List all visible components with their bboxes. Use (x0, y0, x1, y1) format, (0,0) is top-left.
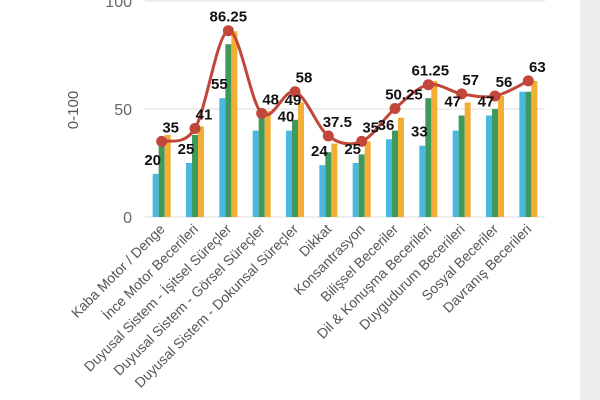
data-label-low-10: 47 (478, 93, 495, 110)
bar-s1-7 (386, 139, 392, 217)
data-label-top-5: 37.5 (323, 114, 352, 131)
bar-s2-8 (425, 98, 432, 217)
bar-s2-7 (392, 130, 398, 217)
bar-s1-10 (486, 115, 492, 217)
bar-s3-2 (231, 31, 238, 217)
data-label-low-5: 24 (311, 143, 328, 160)
bar-s2-0 (158, 143, 165, 217)
bar-s2-9 (458, 115, 465, 217)
y-axis-title: 0-100 (65, 91, 82, 129)
bar-s3-0 (164, 134, 171, 217)
bar-s3-9 (464, 102, 471, 217)
average-point-10 (489, 90, 501, 102)
data-label-low-2: 55 (211, 76, 228, 93)
data-label-low-1: 25 (178, 141, 195, 158)
bar-s3-3 (264, 111, 271, 217)
data-label-mid-4: 49 (285, 92, 302, 109)
y-tick-label-100: 100 (105, 0, 132, 11)
bar-s3-7 (398, 117, 404, 217)
data-label-top-11: 63 (529, 59, 546, 76)
data-label-top-8: 61.25 (412, 63, 450, 80)
bar-s3-11 (531, 80, 538, 217)
data-label-top-0: 35 (162, 119, 179, 136)
data-label-top-4: 58 (296, 70, 313, 87)
data-label-top-2: 86.25 (210, 9, 248, 26)
bar-s2-2 (225, 44, 232, 218)
x-category-label-2: Duyusal Sistem - İşitsel Süreçler (80, 220, 235, 375)
bar-s2-4 (292, 119, 298, 217)
bar-s2-6 (358, 154, 365, 217)
data-label-top-6: 35 (362, 119, 379, 136)
average-point-8 (422, 79, 434, 91)
average-point-9 (456, 88, 468, 100)
average-point-6 (356, 135, 368, 147)
average-point-4 (289, 86, 301, 98)
data-label-top-7: 50.25 (385, 86, 423, 103)
data-label-low-9: 47 (444, 93, 461, 110)
data-label-top-10: 56 (496, 74, 513, 91)
average-point-0 (156, 135, 168, 147)
bar-s1-4 (286, 130, 292, 217)
bar-s1-11 (519, 91, 526, 217)
bar-s2-1 (192, 134, 198, 217)
bar-s1-0 (152, 173, 159, 217)
data-label-top-1: 41 (196, 106, 213, 123)
bar-s3-6 (364, 141, 371, 217)
bar-s3-5 (331, 143, 338, 217)
bar-s1-9 (452, 130, 459, 217)
bar-s2-3 (258, 117, 265, 217)
data-label-low-4: 40 (278, 109, 295, 126)
data-label-low-6: 25 (344, 141, 361, 158)
bar-s1-6 (352, 163, 359, 217)
average-point-7 (389, 102, 401, 114)
average-point-1 (189, 122, 201, 134)
bar-s3-10 (498, 96, 504, 217)
bar-s1-2 (219, 98, 226, 217)
y-tick-label-50: 50 (114, 102, 132, 119)
bar-s2-5 (325, 152, 332, 217)
y-tick-label-0: 0 (123, 210, 132, 227)
average-point-5 (322, 130, 334, 142)
bar-s2-10 (492, 109, 498, 217)
data-label-top-3: 48 (262, 91, 279, 108)
bar-s1-1 (186, 163, 192, 217)
bar-s2-11 (525, 91, 532, 217)
bar-s1-8 (419, 145, 426, 217)
average-point-11 (522, 75, 534, 87)
data-label-top-9: 57 (462, 72, 479, 89)
combo-chart: 0 50 100 0-100 35 41 86.25 48 58 37.5 35 50.25 61.25… (65, 0, 546, 391)
average-point-2 (222, 25, 234, 37)
bar-s1-3 (252, 130, 259, 217)
bar-s1-5 (319, 165, 326, 217)
average-point-3 (256, 107, 268, 119)
bar-s3-8 (431, 80, 438, 217)
bar-s3-1 (198, 126, 204, 217)
data-label-low-8: 33 (411, 124, 428, 141)
data-label-low-0: 20 (144, 152, 161, 169)
data-label-low-7: 36 (378, 117, 395, 134)
bar-s3-4 (298, 102, 304, 217)
chart-card: 0 50 100 0-100 35 41 86.25 48 58 37.5 35 50.25 61.25… (0, 0, 580, 400)
